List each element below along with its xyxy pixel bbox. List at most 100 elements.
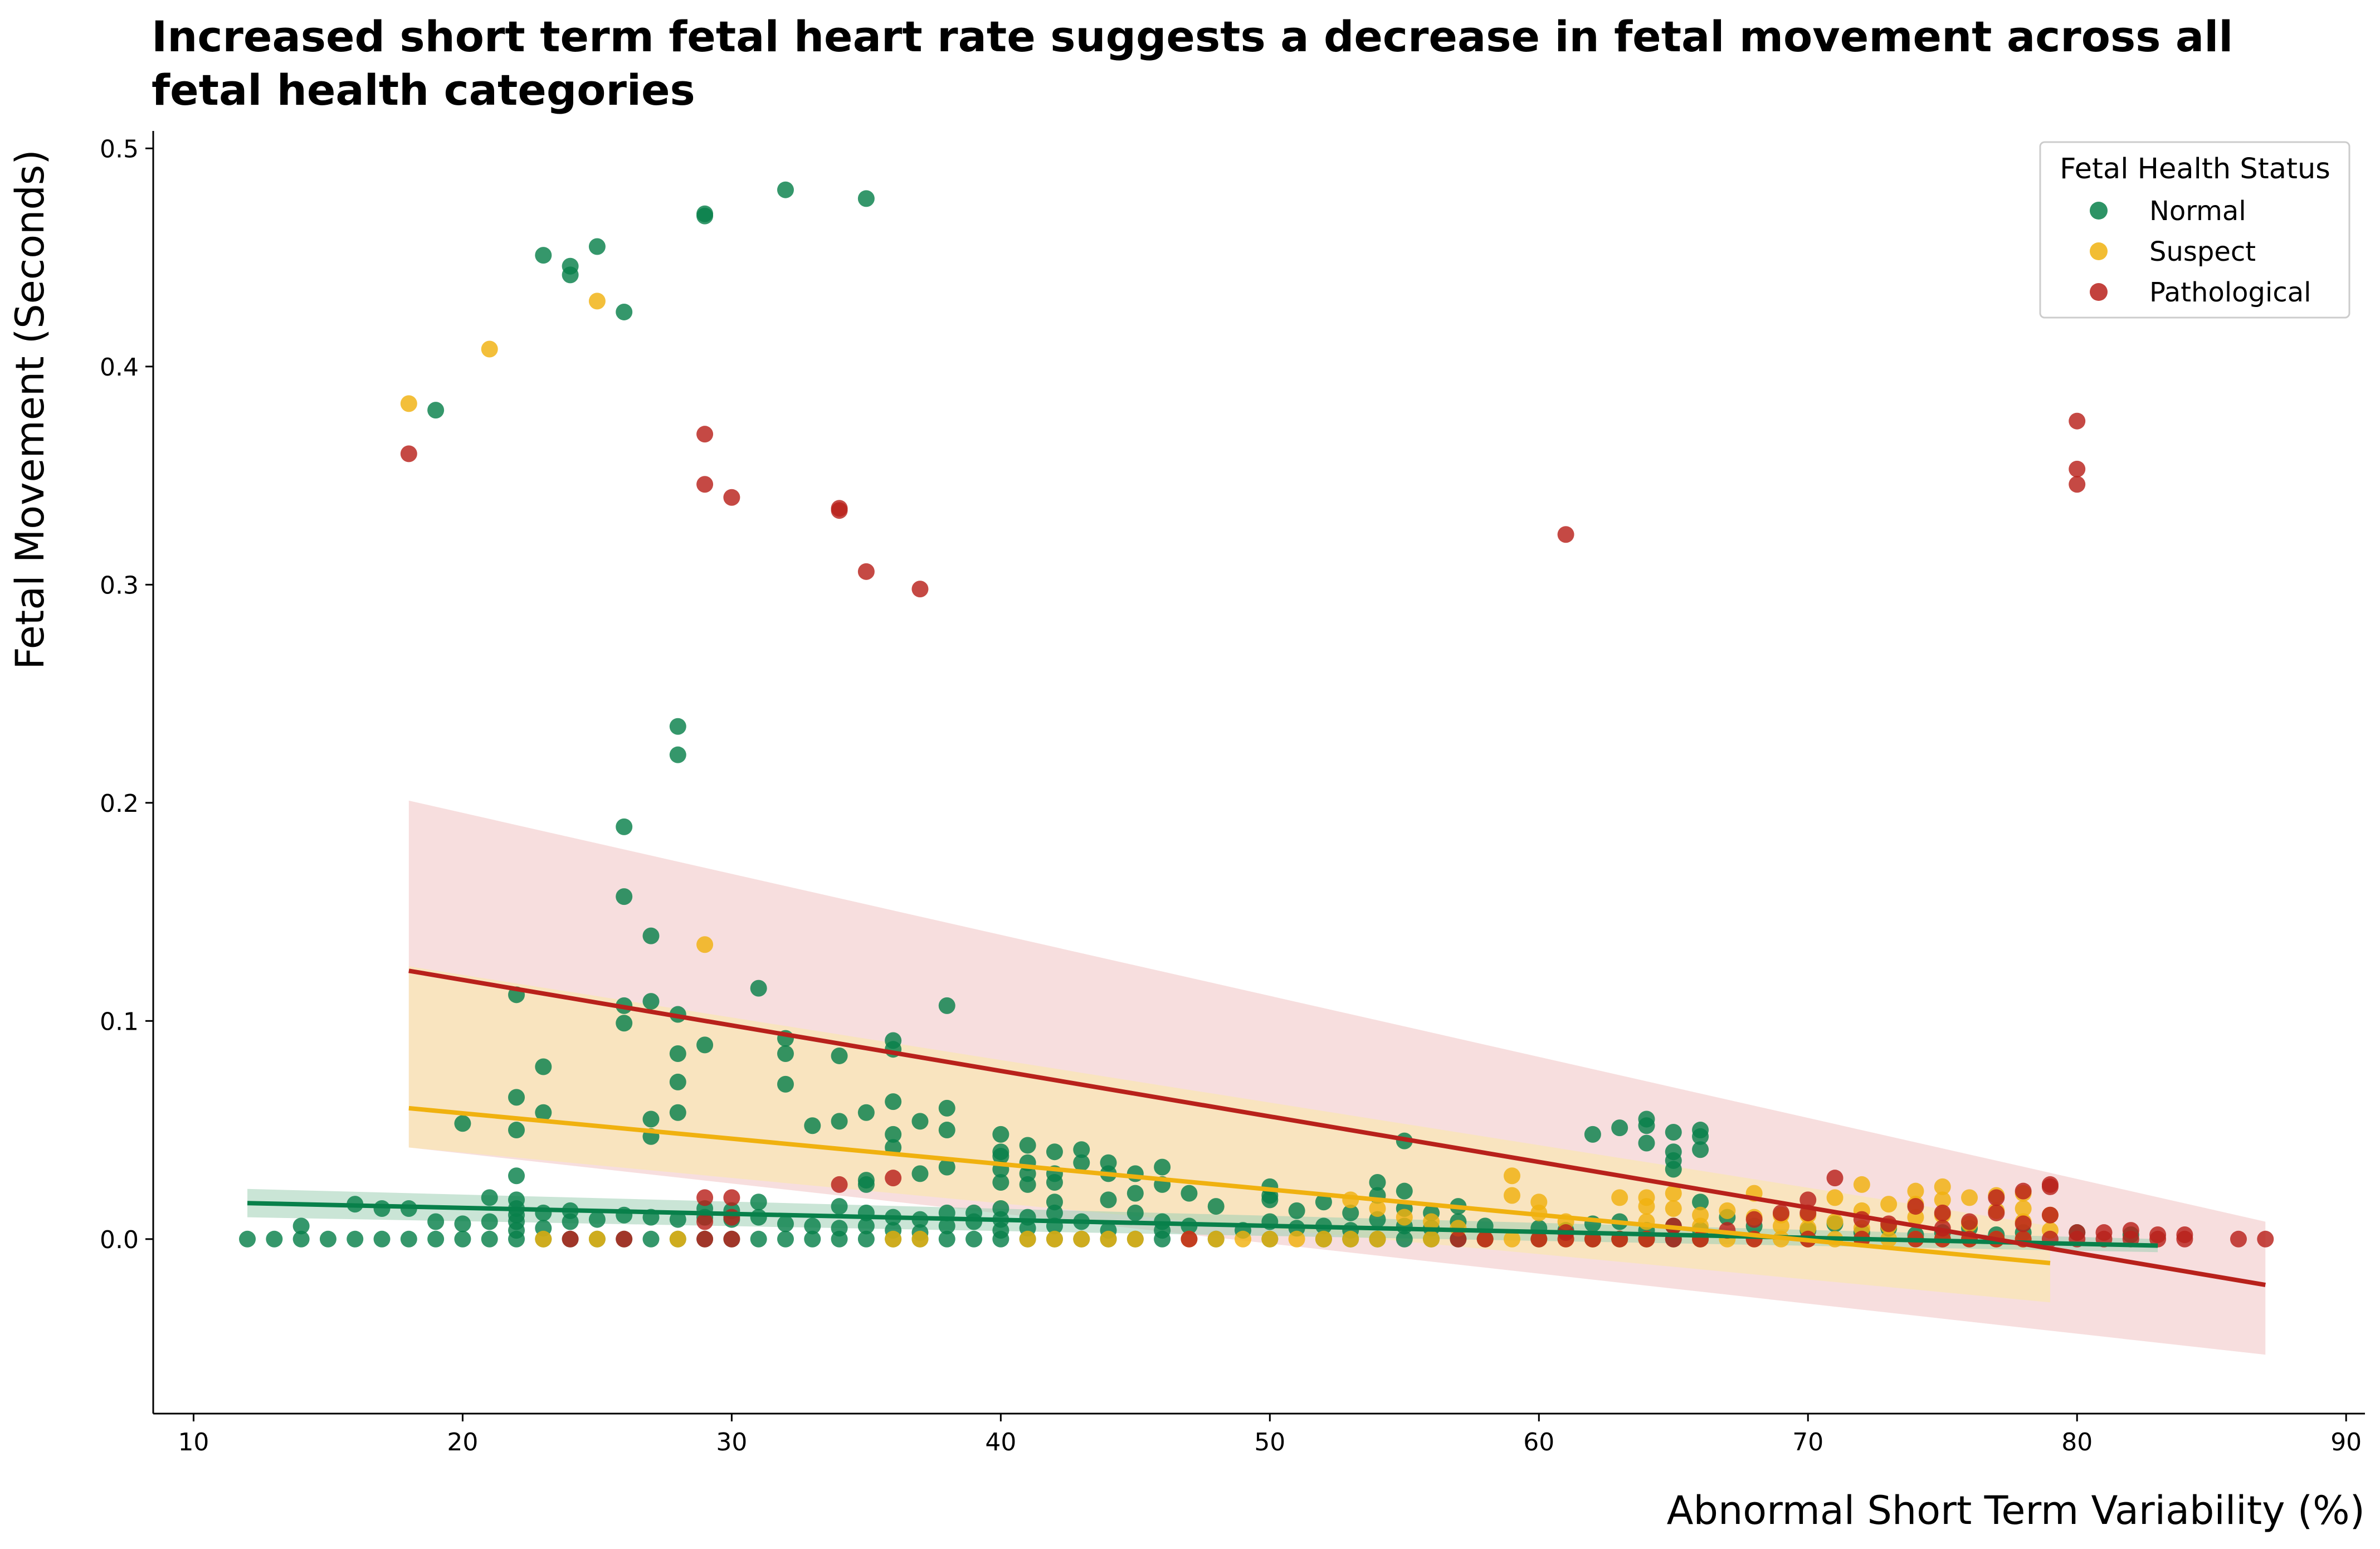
- scatter-point-normal: [1315, 1194, 1332, 1211]
- scatter-point-normal: [1100, 1191, 1117, 1209]
- legend-marker-normal: [2090, 202, 2108, 220]
- scatter-point-suspect: [1126, 1230, 1144, 1248]
- scatter-point-pathological: [616, 1230, 633, 1248]
- scatter-point-suspect: [1772, 1217, 1789, 1235]
- scatter-point-suspect: [1503, 1230, 1520, 1248]
- scatter-point-suspect: [1961, 1189, 1978, 1206]
- scatter-point-suspect: [1826, 1213, 1843, 1230]
- scatter-point-normal: [831, 1113, 848, 1130]
- scatter-point-normal: [696, 1036, 714, 1054]
- y-tick-label: 0.3: [100, 571, 139, 600]
- scatter-point-normal: [508, 1089, 525, 1106]
- scatter-point-normal: [1638, 1117, 1655, 1134]
- scatter-point-normal: [616, 888, 633, 905]
- scatter-point-normal: [588, 238, 606, 255]
- scatter-point-normal: [965, 1213, 983, 1230]
- scatter-point-normal: [750, 1209, 767, 1226]
- scatter-point-normal: [992, 1174, 1009, 1191]
- scatter-point-normal: [481, 1189, 498, 1206]
- scatter-point-pathological: [1826, 1170, 1843, 1187]
- scatter-point-normal: [427, 1230, 445, 1248]
- scatter-point-suspect: [696, 936, 714, 953]
- scatter-point-normal: [1369, 1174, 1386, 1191]
- scatter-point-suspect: [1665, 1200, 1682, 1217]
- scatter-point-pathological: [2015, 1215, 2032, 1233]
- scatter-point-normal: [1019, 1137, 1036, 1154]
- scatter-point-suspect: [1261, 1230, 1279, 1248]
- scatter-point-normal: [1584, 1126, 1601, 1143]
- scatter-point-normal: [1207, 1198, 1225, 1215]
- scatter-point-normal: [642, 1110, 660, 1128]
- scatter-point-pathological: [2069, 1224, 2086, 1241]
- scatter-point-normal: [1396, 1230, 1413, 1248]
- scatter-point-pathological: [1907, 1198, 1924, 1215]
- scatter-point-normal: [616, 818, 633, 835]
- scatter-point-normal: [1611, 1119, 1628, 1137]
- scatter-point-suspect: [1880, 1196, 1898, 1213]
- scatter-point-normal: [992, 1148, 1009, 1165]
- scatter-point-pathological: [2257, 1230, 2274, 1248]
- scatter-point-suspect: [1100, 1230, 1117, 1248]
- x-tick-label: 90: [2330, 1428, 2362, 1457]
- scatter-point-normal: [535, 1104, 552, 1121]
- x-tick-label: 60: [1523, 1428, 1554, 1457]
- legend-entry-normal: Normal: [2149, 196, 2246, 227]
- scatter-point-normal: [481, 1213, 498, 1230]
- scatter-point-normal: [535, 1058, 552, 1075]
- scatter-point-normal: [857, 1230, 875, 1248]
- scatter-point-normal: [266, 1230, 283, 1248]
- scatter-point-normal: [777, 1230, 794, 1248]
- scatter-point-normal: [535, 247, 552, 264]
- scatter-point-pathological: [2015, 1182, 2032, 1200]
- scatter-point-normal: [777, 1045, 794, 1063]
- scatter-point-normal: [831, 1198, 848, 1215]
- scatter-point-normal: [777, 1215, 794, 1233]
- scatter-point-pathological: [2149, 1226, 2167, 1243]
- scatter-point-pathological: [885, 1170, 902, 1187]
- scatter-point-normal: [857, 190, 875, 207]
- scatter-point-suspect: [1503, 1167, 1520, 1185]
- scatter-point-normal: [1046, 1143, 1063, 1161]
- scatter-point-pathological: [1988, 1204, 2005, 1221]
- scatter-point-normal: [750, 1230, 767, 1248]
- scatter-point-pathological: [1961, 1213, 1978, 1230]
- legend-marker-suspect: [2090, 242, 2108, 260]
- scatter-point-normal: [454, 1215, 471, 1233]
- x-ticks: 10 20 30 40 50 60 70 80 90: [178, 1414, 2362, 1457]
- scatter-point-normal: [911, 1165, 929, 1182]
- scatter-point-pathological: [857, 563, 875, 580]
- scatter-point-normal: [508, 1222, 525, 1239]
- scatter-point-normal: [1396, 1182, 1413, 1200]
- scatter-point-normal: [911, 1113, 929, 1130]
- scatter-point-normal: [347, 1230, 364, 1248]
- scatter-point-normal: [669, 1045, 686, 1063]
- scatter-point-normal: [1154, 1222, 1171, 1239]
- scatter-point-suspect: [2015, 1200, 2032, 1217]
- scatter-point-pathological: [2095, 1224, 2113, 1241]
- scatter-point-pathological: [2041, 1178, 2059, 1195]
- scatter-point-pathological: [1772, 1204, 1789, 1221]
- scatter-point-normal: [1181, 1185, 1198, 1202]
- scatter-point-normal: [508, 1122, 525, 1139]
- scatter-point-normal: [777, 181, 794, 198]
- scatter-point-normal: [938, 1158, 955, 1176]
- scatter-point-suspect: [588, 1230, 606, 1248]
- y-tick-label: 0.5: [100, 135, 139, 163]
- scatter-point-pathological: [562, 1230, 579, 1248]
- x-tick-label: 20: [447, 1428, 478, 1457]
- confidence-bands: [247, 800, 2266, 1355]
- scatter-point-suspect: [1019, 1230, 1036, 1248]
- scatter-point-suspect: [885, 1230, 902, 1248]
- scatter-point-pathological: [1530, 1230, 1548, 1248]
- scatter-point-normal: [642, 927, 660, 944]
- scatter-point-normal: [373, 1230, 391, 1248]
- scatter-point-normal: [1665, 1161, 1682, 1178]
- x-tick-label: 10: [178, 1428, 209, 1457]
- scatter-point-normal: [804, 1217, 821, 1235]
- scatter-point-pathological: [2230, 1230, 2247, 1248]
- scatter-point-normal: [454, 1230, 471, 1248]
- scatter-point-normal: [373, 1200, 391, 1217]
- scatter-point-normal: [669, 1104, 686, 1121]
- scatter-point-pathological: [1557, 526, 1574, 543]
- legend: Fetal Health Status Normal Suspect Patho…: [2039, 141, 2350, 319]
